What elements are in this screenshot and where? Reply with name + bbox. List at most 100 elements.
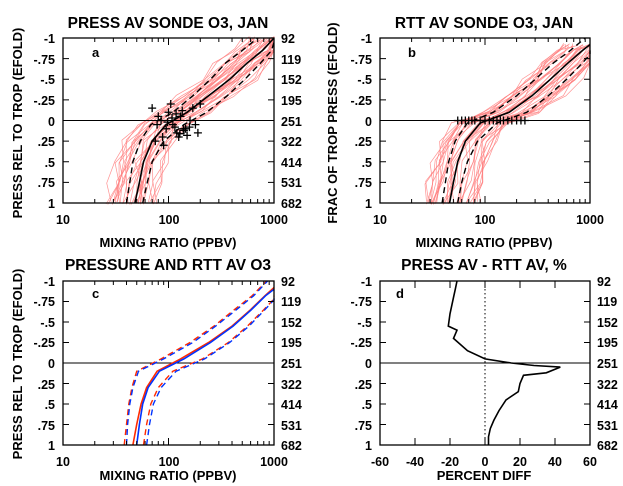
panel-b-y-tick: .75 [355, 176, 372, 190]
panel-c-y-tick: -1 [44, 275, 55, 289]
panel-c-y-tick: 0 [48, 357, 55, 371]
panel-c-plot [62, 280, 275, 446]
individual-profile-line [430, 45, 579, 205]
tropopause-marker [151, 137, 160, 146]
panel-c-right-tick: 119 [281, 295, 301, 309]
tropopause-marker [520, 116, 529, 125]
panel-a-right-tick: 531 [281, 176, 302, 190]
series-rtt-plus-sd-line [142, 295, 275, 446]
panel-d-y-tick: .75 [355, 419, 372, 433]
individual-profile-line [152, 38, 275, 205]
series-press-minus-sd-line [125, 280, 269, 446]
panel-a-right-tick: 152 [281, 73, 302, 87]
panel-c-right-tick: 152 [281, 316, 302, 330]
panel-d-y-tick: .25 [355, 378, 372, 392]
panel-d-y-tick: 0 [365, 357, 372, 371]
panel-d-right-tick: 251 [597, 357, 618, 371]
panel-a-y-tick: .75 [38, 176, 55, 190]
series-mean-minus-sd-line [441, 37, 586, 204]
tropopause-marker [164, 108, 173, 117]
panel-a-y-tick: .25 [38, 135, 55, 149]
panel-a-right-ticklabels: 92 119 152 195 251 322 414 531 682 [281, 32, 302, 211]
panel-d-right-tick: 195 [597, 336, 618, 350]
series-press-mean-line [135, 288, 275, 446]
series-mean-minus-sd-line [125, 37, 259, 204]
panel-c-xlabel: MIXING RATIO (PPBV) [100, 468, 237, 483]
individual-profile-line [431, 45, 574, 205]
panel-b-y-ticklabels: -1 -.75 -.5 -.25 0 .25 .5 .75 1 [350, 32, 372, 211]
panel-a-y-ticklabels: -1 -.75 -.5 -.25 0 .25 .5 .75 1 [33, 32, 55, 211]
panel-a-y-tick: -.25 [33, 94, 55, 108]
panel-d-x-ticklabels: -60 -40 -20 0 20 40 60 [371, 455, 597, 469]
panel-d-right-ticklabels: 92 119 152 195 251 322 414 531 682 [597, 275, 618, 453]
panel-b-y-tick: -.25 [350, 94, 372, 108]
tropopause-marker [148, 104, 157, 113]
panel-d-right-tick: 152 [597, 316, 618, 330]
panel-a-y-tick: -.75 [33, 53, 55, 67]
panel-a-y-tick: -.5 [40, 73, 55, 87]
panel-b-letter: b [408, 45, 416, 60]
individual-profile-line [461, 45, 591, 202]
panel-b-y-tick: -.5 [357, 73, 372, 87]
panel-b-y-tick: .5 [362, 156, 372, 170]
panel-d-y-tick: -.25 [350, 336, 372, 350]
panel-c-right-tick: 682 [281, 439, 302, 453]
individual-profile-line [107, 39, 255, 205]
panel-d-title: PRESS AV - RTT AV, % [401, 257, 567, 274]
panel-a-title: PRESS AV SONDE O3, JAN [68, 15, 269, 32]
panel-a-right-tick: 414 [281, 156, 302, 170]
panel-a: PRESS AV SONDE O3, JAN PRESS REL TO TROP… [10, 15, 302, 250]
panel-a-x-tick-1000: 1000 [260, 213, 288, 227]
individual-profile-line [433, 44, 565, 205]
individual-profile-line [140, 36, 275, 203]
panel-a-ylabel: PRESS REL TO TROP (EFOLD) [10, 28, 25, 219]
panel-c-right-tick: 531 [281, 419, 302, 433]
panel-d-x-tick: 60 [583, 455, 597, 469]
tropopause-marker [176, 112, 185, 121]
panel-a-right-tick: 195 [281, 94, 302, 108]
panel-a-right-tick: 322 [281, 135, 302, 149]
panel-c-x-tick-10: 10 [56, 455, 70, 469]
panel-c-x-tick-1000: 1000 [260, 455, 288, 469]
panel-b-title: RTT AV SONDE O3, JAN [395, 15, 573, 32]
panel-c-right-tick: 92 [281, 275, 295, 289]
tropopause-marker [157, 116, 166, 125]
tropopause-marker [159, 141, 168, 150]
panel-a-right-tick: 251 [281, 115, 302, 129]
panel-d-right-tick: 414 [597, 398, 618, 412]
panel-b-xlabel: MIXING RATIO (PPBV) [416, 235, 553, 250]
panel-b-x-tick-1000: 1000 [576, 213, 604, 227]
panel-d-x-tick: 0 [482, 455, 489, 469]
panel-d-xlabel: PERCENT DIFF [437, 468, 532, 483]
panel-c-y-tick: .5 [45, 398, 55, 412]
tropopause-marker [196, 100, 205, 108]
panel-d-right-tick: 322 [597, 378, 618, 392]
panel-a-right-tick: 92 [281, 32, 295, 46]
series-mean-line [134, 37, 275, 204]
panel-c-right-ticklabels: 92 119 152 195 251 322 414 531 682 [281, 275, 302, 453]
tropopause-marker [162, 124, 171, 133]
panel-d-y-ticklabels: -1 -.75 -.5 -.25 0 .25 .5 .75 1 [350, 275, 372, 453]
panel-a-xlabel: MIXING RATIO (PPBV) [100, 235, 237, 250]
panel-c-y-tick: -.75 [33, 295, 55, 309]
panel-c-right-tick: 414 [281, 398, 302, 412]
panel-c-x-ticklabels: 10 100 1000 [56, 455, 288, 469]
panel-c: PRESSURE AND RTT AV O3 PRESS REL TO TROP… [10, 257, 302, 483]
individual-profile-line [114, 38, 254, 204]
panel-d-y-tick: .5 [362, 398, 372, 412]
tropopause-marker [185, 123, 194, 132]
panel-d-x-tick: -20 [441, 455, 459, 469]
panel-d-y-tick: -.75 [350, 295, 372, 309]
tropopause-marker [154, 112, 163, 121]
panel-a-x-tick-10: 10 [56, 213, 70, 227]
panel-d-y-tick: 1 [365, 439, 372, 453]
tropopause-marker [179, 124, 188, 133]
panel-a-right-tick: 119 [281, 53, 301, 67]
individual-profile-line [126, 36, 273, 205]
panel-b-y-tick: -1 [361, 32, 372, 46]
tropopause-marker [166, 100, 175, 108]
tropopause-marker [178, 106, 187, 115]
tropopause-marker [191, 120, 200, 129]
tropopause-marker [179, 126, 188, 135]
panel-c-y-ticklabels: -1 -.75 -.5 -.25 0 .25 .5 .75 1 [33, 275, 55, 453]
